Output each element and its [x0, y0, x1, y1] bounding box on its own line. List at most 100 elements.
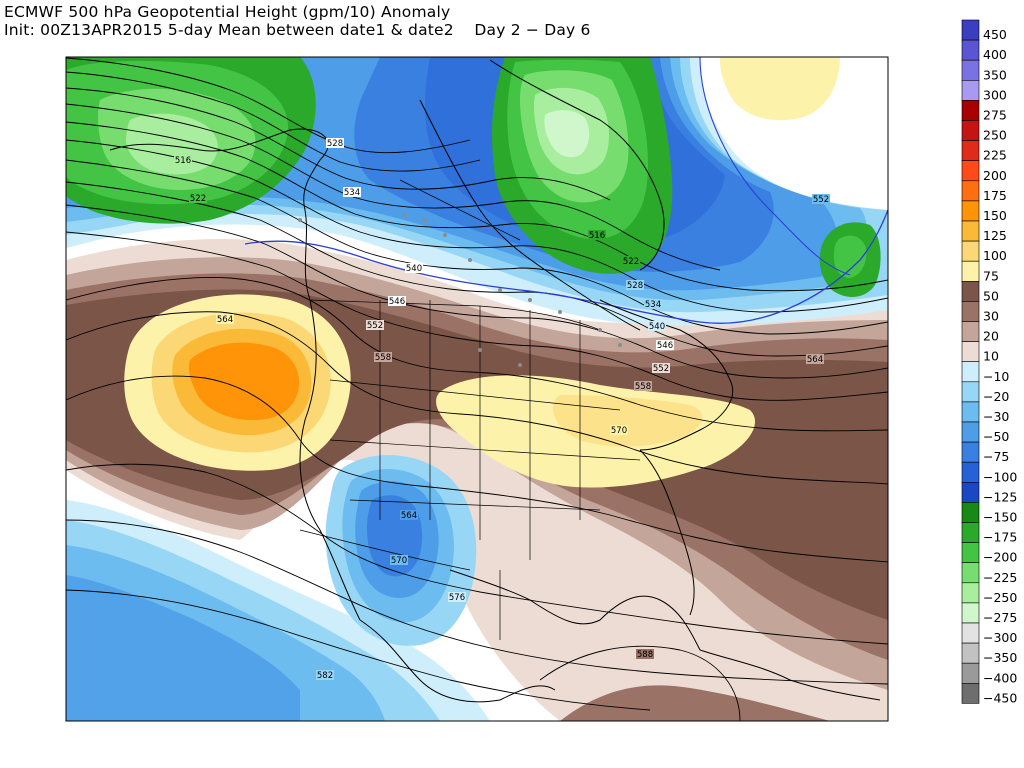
contour-label: 570: [611, 426, 627, 436]
colorbar-label: −75: [983, 449, 1009, 464]
colorbar-swatch: [961, 461, 980, 483]
contour-label: 546: [389, 297, 405, 307]
contour-label: 582: [317, 671, 333, 681]
colorbar-swatch: [961, 662, 980, 684]
colorbar-label: −20: [983, 389, 1009, 404]
colorbar-label: 20: [983, 329, 999, 344]
contour-label: 564: [401, 511, 417, 521]
anomaly-atlantic-ridge: [720, 57, 840, 121]
colorbar-label: −250: [983, 590, 1017, 605]
colorbar-swatch: [961, 140, 980, 162]
map-frame: [65, 56, 889, 722]
colorbar-swatch: [961, 200, 980, 222]
colorbar-swatch: [961, 180, 980, 202]
coastlines: [109, 59, 881, 703]
colorbar-swatch: [961, 240, 980, 262]
colorbar-swatch: [961, 562, 980, 584]
colorbar-label: −50: [983, 429, 1009, 444]
contour-label: 534: [645, 300, 661, 310]
colorbar-swatch: [961, 220, 980, 242]
colorbar-label: 50: [983, 288, 999, 303]
anomaly-pacific-ridge: [124, 294, 351, 471]
colorbar-swatch: [961, 421, 980, 443]
colorbar-label: 225: [983, 148, 1007, 163]
colorbar-label: −300: [983, 630, 1017, 645]
colorbar-swatch: [961, 502, 980, 523]
contour-label: 564: [217, 315, 233, 325]
colorbar-swatch: [961, 401, 980, 423]
colorbar-label: −100: [983, 469, 1017, 484]
contour-label: 540: [406, 264, 422, 274]
contour-label: 576: [449, 593, 465, 603]
contour-label: 558: [635, 382, 651, 392]
contour-label: 528: [627, 281, 643, 291]
colorbar-label: −150: [983, 510, 1017, 525]
colorbar-swatch: [961, 59, 980, 81]
colorbar-label: 350: [983, 67, 1007, 82]
colorbar-label: −175: [983, 530, 1017, 545]
colorbar-label: 10: [983, 349, 999, 364]
colorbar-swatch: [961, 622, 980, 644]
anomaly-greenland-trough: [492, 57, 673, 274]
colorbar-swatch: [961, 441, 980, 463]
contour-label: 522: [623, 257, 639, 267]
colorbar-label: 125: [983, 228, 1007, 243]
colorbar-swatch: [961, 120, 980, 141]
contour-label-group: 516 522 528 534 540 546 552 558 564 564 …: [174, 138, 830, 681]
colorbar-swatch: [961, 542, 980, 563]
contour-label: 546: [657, 341, 673, 351]
colorbar-label: 75: [983, 268, 999, 283]
colorbar-label: −10: [983, 369, 1009, 384]
colorbar-label: 250: [983, 128, 1007, 143]
contour-label: 552: [813, 195, 829, 205]
colorbar-label: 30: [983, 309, 999, 324]
colorbar-label: 150: [983, 208, 1007, 223]
contour-label: 522: [190, 194, 206, 204]
chart-subtitle: Init: 00Z13APR2015 5-day Mean between da…: [4, 21, 591, 39]
colorbar-label: 275: [983, 108, 1007, 123]
colorbar-swatch: [961, 361, 980, 383]
colorbar-label: 100: [983, 248, 1007, 263]
colorbar-swatch: [961, 260, 980, 282]
reference-contour-blue: [244, 209, 888, 324]
contour-label: 534: [344, 188, 360, 198]
colorbar-swatch: [961, 341, 980, 363]
islands-shading: [298, 213, 622, 367]
contour-label: 564: [807, 355, 823, 365]
anomaly-alaska-trough: [66, 57, 316, 224]
height-contours: [66, 57, 888, 721]
colorbar-swatch: [961, 642, 980, 664]
colorbar-swatch: [961, 522, 980, 543]
anomaly-us-ridge: [436, 375, 756, 488]
colorbar-swatch: [961, 19, 980, 41]
contour-label: 528: [327, 139, 343, 149]
reference-contour-blue-atlantic: [699, 57, 851, 276]
colorbar-label: 450: [983, 27, 1007, 42]
colorbar-label: 200: [983, 168, 1007, 183]
colorbar-swatch: [961, 80, 980, 101]
contour-label: 570: [391, 556, 407, 566]
colorbar-label: −225: [983, 570, 1017, 585]
contour-label: 540: [649, 322, 665, 332]
colorbar-swatch: [961, 160, 980, 182]
colorbar-label: −275: [983, 610, 1017, 625]
colorbar-label: −350: [983, 650, 1017, 665]
colorbar-swatch: [961, 481, 980, 503]
contour-label: 552: [367, 321, 383, 331]
colorbar-swatch: [961, 321, 980, 342]
colorbar-swatch: [961, 381, 980, 403]
colorbar-swatch: [961, 100, 980, 121]
colorbar-label: −200: [983, 550, 1017, 565]
colorbar-label: −400: [983, 670, 1017, 685]
colorbar-swatch: [961, 39, 980, 61]
colorbar-swatch: [961, 301, 980, 322]
colorbar-label: −30: [983, 409, 1009, 424]
contour-label: 516: [589, 231, 605, 241]
contour-label: 516: [175, 156, 191, 166]
chart-title: ECMWF 500 hPa Geopotential Height (gpm/1…: [4, 3, 451, 21]
colorbar-label: −125: [983, 489, 1017, 504]
contour-label: 552: [653, 364, 669, 374]
colorbar-swatch: [961, 280, 980, 302]
